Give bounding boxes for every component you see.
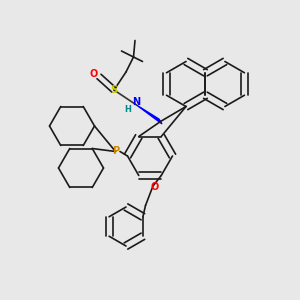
Text: O: O <box>150 182 159 193</box>
Polygon shape <box>136 105 162 124</box>
Text: O: O <box>89 69 98 79</box>
Text: S: S <box>110 85 118 95</box>
Text: H: H <box>124 105 131 114</box>
Text: P: P <box>112 146 119 157</box>
Text: N: N <box>132 97 141 107</box>
